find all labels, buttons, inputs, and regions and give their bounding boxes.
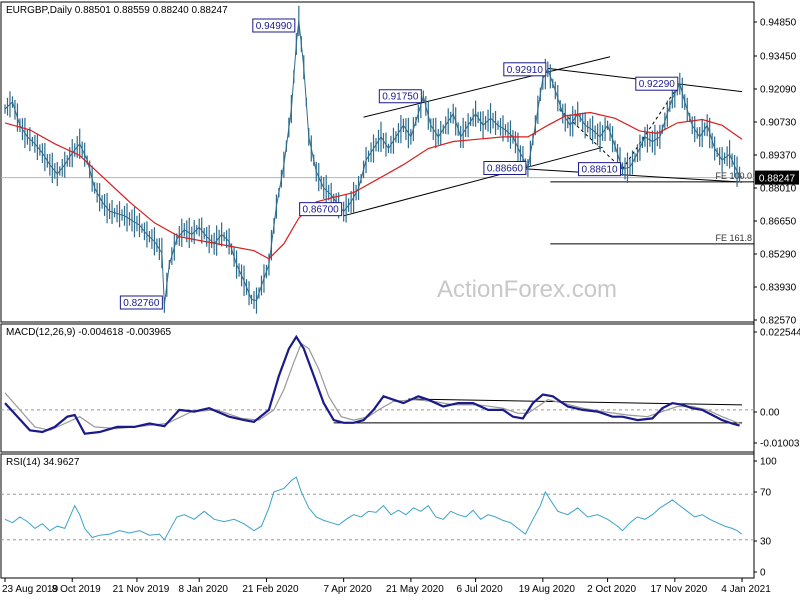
price-y-tick-label: 0.94850 xyxy=(760,18,797,29)
rsi-line xyxy=(4,476,743,541)
moving-average-line xyxy=(4,111,743,260)
rsi-y-tick-label: 0 xyxy=(760,568,766,579)
macd-y-tick-label: 0.022544 xyxy=(760,328,800,339)
price-annotation-label: 0.82760 xyxy=(123,298,160,309)
price-trendline xyxy=(622,83,681,170)
x-axis-label: 23 Aug 2019 xyxy=(2,584,59,595)
price-annotation-box xyxy=(635,76,679,91)
price-trendline xyxy=(515,167,743,183)
macd-trendline xyxy=(408,398,743,406)
current-price-label: 0.88247 xyxy=(759,174,796,185)
projection-level-label: FE 100.0 xyxy=(715,171,752,181)
watermark: ActionForex.com xyxy=(437,276,617,303)
x-axis-label: 17 Nov 2020 xyxy=(650,584,707,595)
price-y-tick-label: 0.89370 xyxy=(760,151,797,162)
current-price-badge xyxy=(755,170,799,185)
price-close-line xyxy=(4,20,743,306)
price-annotation-box xyxy=(503,62,547,77)
price-annotation-box xyxy=(299,202,343,217)
x-axis-label: 21 May 2020 xyxy=(386,584,444,595)
price-trendline xyxy=(343,146,603,217)
price-annotation-label: 0.91750 xyxy=(382,92,419,103)
price-y-tick-label: 0.90730 xyxy=(760,118,797,129)
rsi-panel-header: RSI(14) 34.9627 xyxy=(6,457,80,468)
x-axis-label: 6 Jul 2020 xyxy=(457,584,504,595)
macd-panel-frame xyxy=(0,323,755,453)
macd-panel-header: MACD(12,26,9) -0.004618 -0.003965 xyxy=(6,327,172,338)
price-y-tick-label: 0.93450 xyxy=(760,52,797,63)
price-annotation-box xyxy=(252,18,296,33)
projection-level-label: FE 161.8 xyxy=(715,233,752,243)
x-axis-label: 21 Feb 2020 xyxy=(242,584,299,595)
price-annotation-box xyxy=(483,160,527,175)
price-trendline xyxy=(363,56,611,118)
macd-y-tick-label: -0.010039 xyxy=(760,439,800,450)
price-annotation-label: 0.92290 xyxy=(639,79,676,90)
rsi-panel-frame xyxy=(0,453,755,579)
x-axis-label: 21 Nov 2019 xyxy=(113,584,170,595)
macd-line xyxy=(4,334,740,435)
price-panel-frame xyxy=(0,1,755,323)
price-annotation-label: 0.88660 xyxy=(487,163,524,174)
price-y-tick-label: 0.88010 xyxy=(760,184,797,195)
x-axis-label: 7 Apr 2020 xyxy=(323,584,372,595)
x-axis-label: 19 Aug 2020 xyxy=(519,584,576,595)
price-y-tick-label: 0.85290 xyxy=(760,250,797,261)
rsi-y-tick-label: 100 xyxy=(760,457,777,468)
price-annotation-label: 0.92910 xyxy=(507,65,544,76)
price-annotation-box xyxy=(578,162,622,177)
price-panel-header: EURGBP,Daily 0.88501 0.88559 0.88240 0.8… xyxy=(6,5,228,16)
x-axis-label: 4 Jan 2021 xyxy=(721,584,771,595)
price-y-tick-label: 0.82570 xyxy=(760,316,797,327)
rsi-y-tick-label: 70 xyxy=(760,488,772,499)
price-annotation-label: 0.94990 xyxy=(256,21,293,32)
price-y-tick-label: 0.86650 xyxy=(760,217,797,228)
x-axis-label: 2 Oct 2020 xyxy=(587,584,636,595)
macd-y-tick-label: 0.00 xyxy=(760,408,780,419)
x-axis-label: 8 Jan 2020 xyxy=(178,584,228,595)
price-y-tick-label: 0.83930 xyxy=(760,283,797,294)
price-y-tick-label: 0.92090 xyxy=(760,85,797,96)
price-annotation-label: 0.88610 xyxy=(581,165,618,176)
price-annotation-box xyxy=(378,89,422,104)
x-axis-label: 8 Oct 2019 xyxy=(52,584,101,595)
price-annotation-label: 0.86700 xyxy=(303,205,340,216)
price-annotation-box xyxy=(119,295,163,310)
rsi-y-tick-label: 30 xyxy=(760,537,772,548)
price-trendline xyxy=(557,107,623,170)
